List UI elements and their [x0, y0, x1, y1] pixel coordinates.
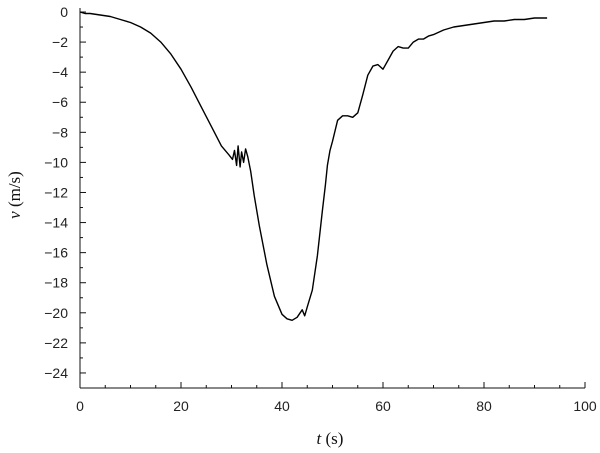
y-tick-label: −8 [52, 124, 68, 140]
x-tick-label: 80 [476, 398, 492, 414]
ticks: 0 20 40 60 80 100 0 −2 −4 −6 −8 −10 −12 −14 −16 −18 −20 −… [44, 4, 597, 414]
axes [79, 8, 585, 389]
x-axis-unit: (s) [321, 429, 343, 448]
y-tick-label: −22 [44, 335, 68, 351]
x-axis-label: t (s) [317, 429, 344, 448]
x-tick-label: 100 [573, 398, 597, 414]
x-tick-label: 20 [173, 398, 189, 414]
x-tick-label: 0 [76, 398, 84, 414]
y-tick-label: −24 [44, 365, 68, 381]
y-axis-symbol: v [5, 211, 24, 219]
x-tick-label: 40 [274, 398, 290, 414]
series-line [79, 11, 548, 321]
x-tick-label: 60 [375, 398, 391, 414]
y-tick-label: 0 [60, 4, 68, 20]
y-tick-label: −10 [44, 154, 68, 170]
y-tick-label: −6 [52, 94, 68, 110]
plot-area [79, 11, 548, 321]
y-tick-label: −20 [44, 305, 68, 321]
y-axis-label: v (m/s) [5, 171, 24, 219]
y-tick-label: −12 [44, 184, 68, 200]
y-tick-label: −2 [52, 34, 68, 50]
y-tick-label: −14 [44, 215, 68, 231]
x-axis-symbol: t [317, 429, 323, 448]
y-tick-label: −16 [44, 245, 68, 261]
y-tick-label: −4 [52, 64, 68, 80]
y-tick-label: −18 [44, 275, 68, 291]
y-axis-unit: (m/s) [5, 171, 24, 211]
